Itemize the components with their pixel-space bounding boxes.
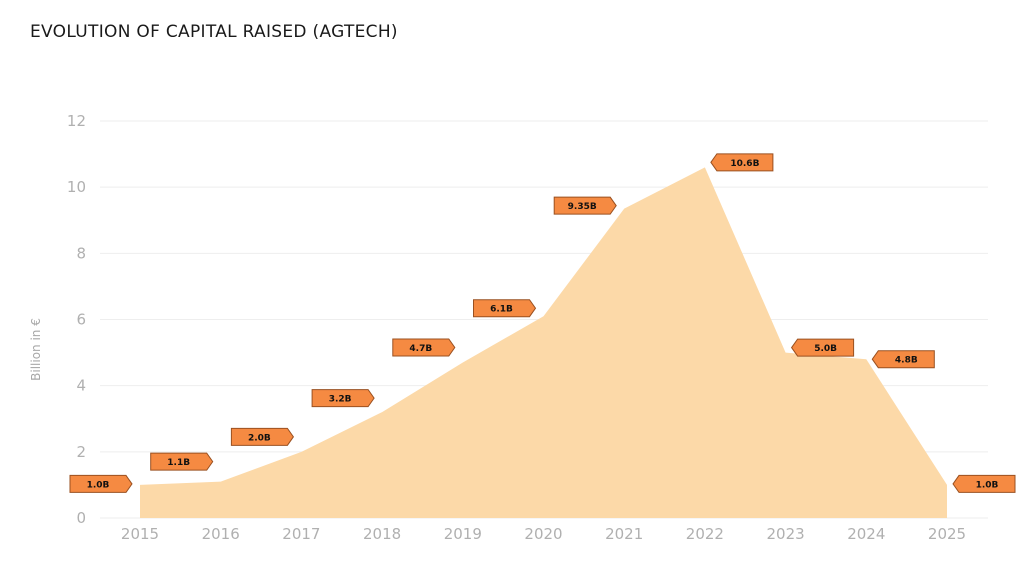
data-label-box (790, 338, 855, 357)
y-tick-label: 2 (76, 443, 86, 461)
data-label-box (473, 299, 537, 318)
y-tick-label: 4 (76, 377, 86, 395)
x-tick-label: 2025 (928, 525, 966, 543)
data-label-box (311, 389, 375, 408)
x-tick-label: 2015 (121, 525, 159, 543)
x-tick-label: 2024 (847, 525, 885, 543)
data-label-box (230, 427, 295, 446)
data-label-box (392, 338, 456, 357)
data-label: 1.1B (167, 458, 190, 468)
data-label: 3.2B (329, 395, 352, 405)
data-label-box (871, 350, 935, 369)
x-tick-label: 2022 (686, 525, 724, 543)
data-label: 4.8B (895, 356, 918, 366)
data-label: 9.35B (568, 202, 597, 212)
chart-title: EVOLUTION OF CAPITAL RAISED (AGTECH) (30, 22, 398, 42)
data-label-box (150, 452, 214, 471)
data-label-box (553, 196, 617, 215)
y-tick-label: 0 (76, 509, 86, 527)
data-label: 1.0B (87, 480, 110, 490)
y-tick-label: 8 (76, 244, 86, 262)
data-label-box (710, 153, 774, 172)
x-tick-label: 2021 (605, 525, 643, 543)
data-label: 10.6B (730, 159, 759, 169)
data-label-box (69, 474, 133, 493)
data-label: 5.0B (814, 344, 837, 354)
x-tick-label: 2017 (282, 525, 320, 543)
x-tick-label: 2018 (363, 525, 401, 543)
x-tick-label: 2019 (444, 525, 482, 543)
data-label: 6.1B (490, 305, 513, 315)
y-tick-label: 10 (67, 178, 86, 196)
y-axis-label: Billion in € (29, 318, 43, 381)
x-tick-label: 2016 (202, 525, 240, 543)
y-tick-label: 12 (67, 112, 86, 130)
x-tick-label: 2023 (767, 525, 805, 543)
y-tick-label: 6 (76, 311, 86, 329)
x-tick-label: 2020 (524, 525, 562, 543)
data-label: 4.7B (409, 344, 432, 354)
area-series (140, 167, 947, 519)
data-label-box (952, 474, 1016, 493)
data-label: 1.0B (976, 480, 999, 490)
data-label: 2.0B (248, 433, 271, 443)
